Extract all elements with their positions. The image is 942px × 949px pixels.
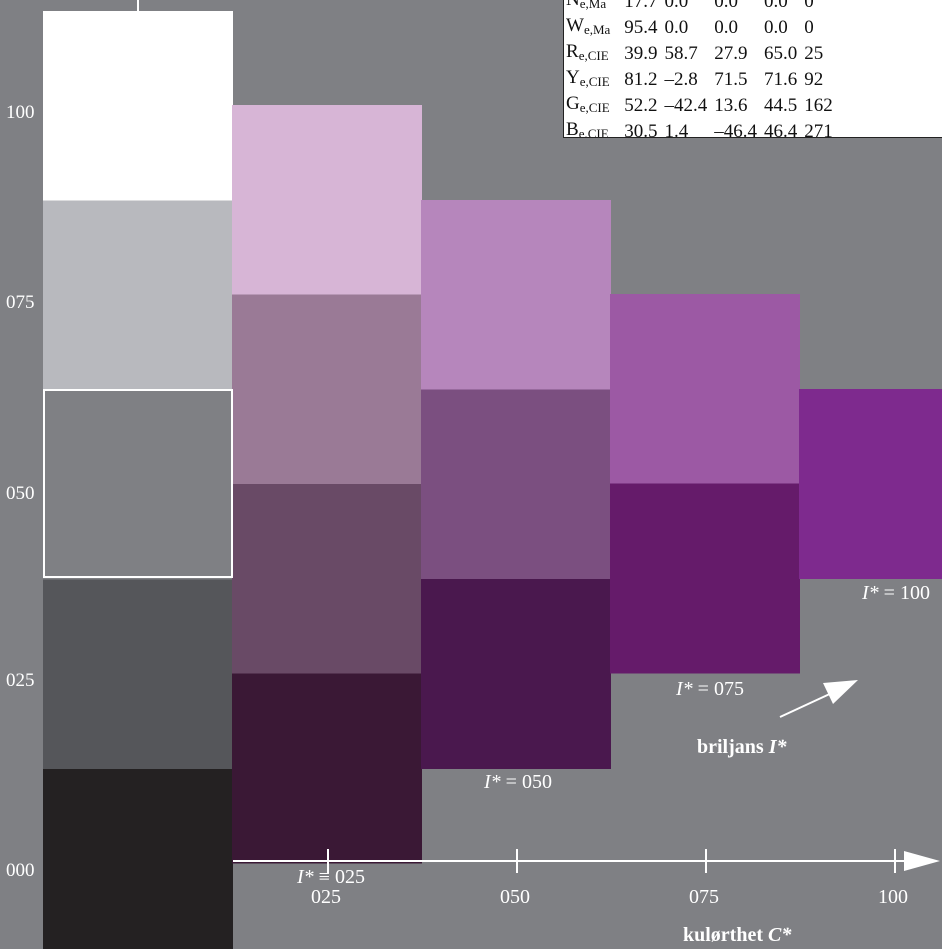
table-cell: 92 bbox=[804, 67, 840, 93]
table-cell: 81.2 bbox=[624, 67, 664, 93]
cell-c075-0 bbox=[610, 294, 800, 484]
table-cell: 1.4 bbox=[665, 119, 715, 138]
cell-gray-0 bbox=[43, 11, 233, 201]
cell-c025-1 bbox=[232, 295, 422, 485]
table-cell: 39.9 bbox=[624, 41, 664, 67]
cell-c025-0 bbox=[232, 105, 422, 295]
cell-gray-2 bbox=[43, 390, 233, 580]
cell-gray-4 bbox=[43, 769, 233, 949]
cell-gray-3 bbox=[43, 580, 233, 770]
table-cell: 30.5 bbox=[624, 119, 664, 138]
table-cell: 162 bbox=[804, 93, 840, 119]
brilliance-arrowhead bbox=[823, 680, 858, 704]
table-cell: 0.0 bbox=[714, 15, 764, 41]
brilliance-label-050: I* = 050 bbox=[484, 771, 552, 794]
y-tick-100: 100 bbox=[6, 102, 35, 124]
y-tick-050: 050 bbox=[6, 483, 35, 505]
color-data-table: Ne,Ma17.70.00.00.00We,Ma95.40.00.00.00Re… bbox=[563, 0, 942, 138]
table-cell: –2.8 bbox=[665, 67, 715, 93]
color-cells bbox=[43, 11, 942, 949]
table-row: We,Ma 95.4 0.0 0.0 0.0 0 bbox=[566, 15, 840, 41]
cell-c050-0 bbox=[421, 200, 611, 390]
table-cell: 44.5 bbox=[764, 93, 804, 119]
x-tick-label-075: 075 bbox=[689, 886, 719, 909]
cell-c075-1 bbox=[610, 484, 800, 674]
table-cell: 17.7 bbox=[624, 0, 664, 15]
x-axis-title: kulørthet C* bbox=[683, 924, 791, 947]
row-label: Be,CIE bbox=[566, 119, 624, 138]
table-row: Be,CIE 30.5 1.4 –46.4 46.4 271 bbox=[566, 119, 840, 138]
y-tick-075: 075 bbox=[6, 292, 35, 314]
table-cell: 0 bbox=[804, 0, 840, 15]
brilliance-label-025: I* ≡ 025 bbox=[297, 866, 365, 889]
cell-c050-2 bbox=[421, 579, 611, 769]
table-cell: 52.2 bbox=[624, 93, 664, 119]
y-tick-025: 025 bbox=[6, 670, 35, 692]
cell-c100-0 bbox=[799, 389, 942, 579]
row-label: Ne,Ma bbox=[566, 0, 624, 15]
table-cell: 0.0 bbox=[764, 15, 804, 41]
row-label: Ye,CIE bbox=[566, 67, 624, 93]
table-row: Ye,CIE 81.2 –2.8 71.5 71.6 92 bbox=[566, 67, 840, 93]
table-row: Ge,CIE 52.2 –42.4 13.6 44.5 162 bbox=[566, 93, 840, 119]
cell-c025-3 bbox=[232, 674, 422, 864]
table-cell: 27.9 bbox=[714, 41, 764, 67]
table-cell: 65.0 bbox=[764, 41, 804, 67]
table-cell: 0 bbox=[804, 15, 840, 41]
brilliance-arrow-label: briljans I* bbox=[697, 736, 786, 759]
table-cell: –42.4 bbox=[665, 93, 715, 119]
table-cell: 71.6 bbox=[764, 67, 804, 93]
table-cell: 0.0 bbox=[764, 0, 804, 15]
table-cell: 0.0 bbox=[714, 0, 764, 15]
x-axis-arrowhead bbox=[904, 851, 940, 871]
table-cell: 25 bbox=[804, 41, 840, 67]
brilliance-label-100: I* = 100 bbox=[862, 582, 930, 605]
table-cell: 271 bbox=[804, 119, 840, 138]
table-cell: 58.7 bbox=[665, 41, 715, 67]
x-tick-label-100: 100 bbox=[878, 886, 908, 909]
row-label: We,Ma bbox=[566, 15, 624, 41]
table-cell: –46.4 bbox=[714, 119, 764, 138]
cell-c050-1 bbox=[421, 390, 611, 580]
y-tick-000: 000 bbox=[6, 860, 35, 882]
table-cell: 95.4 bbox=[624, 15, 664, 41]
row-label: Re,CIE bbox=[566, 41, 624, 67]
table-cell: 46.4 bbox=[764, 119, 804, 138]
x-tick-label-025: 025 bbox=[311, 886, 341, 909]
table-cell: 0.0 bbox=[665, 15, 715, 41]
table-cell: 71.5 bbox=[714, 67, 764, 93]
table-cell: 13.6 bbox=[714, 93, 764, 119]
x-tick-label-050: 050 bbox=[500, 886, 530, 909]
brilliance-arrow-line bbox=[780, 692, 834, 717]
row-label: Ge,CIE bbox=[566, 93, 624, 119]
brilliance-label-075: I* = 075 bbox=[676, 678, 744, 701]
table-cell: 0.0 bbox=[665, 0, 715, 15]
table-row: Re,CIE 39.9 58.7 27.9 65.0 25 bbox=[566, 41, 840, 67]
cell-gray-1 bbox=[43, 201, 233, 391]
cell-c025-2 bbox=[232, 484, 422, 674]
